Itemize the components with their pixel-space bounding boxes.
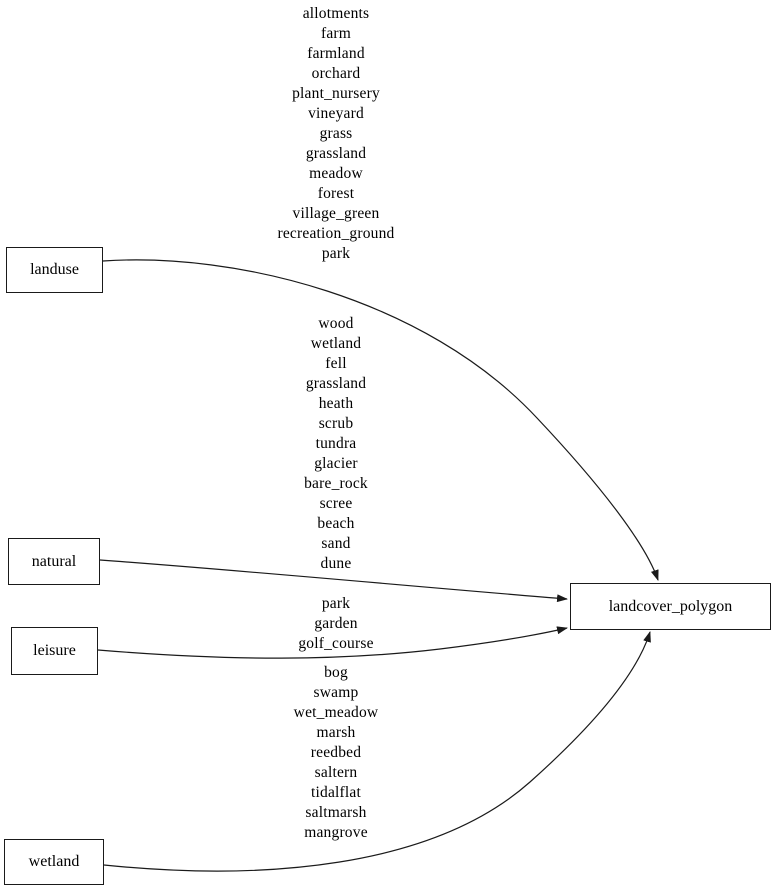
- node-landuse-label: landuse: [30, 261, 79, 278]
- edge-label-line: heath: [318, 395, 354, 412]
- edge-label-line: sand: [321, 535, 351, 552]
- node-landuse: landuse: [6, 247, 103, 293]
- edge-label-line: forest: [317, 185, 355, 202]
- edge-label-line: reedbed: [310, 744, 362, 761]
- edge-label-line: saltern: [314, 764, 358, 781]
- edge-label-line: swamp: [313, 684, 359, 701]
- edge-label-line: mangrove: [304, 824, 368, 841]
- node-leisure-label: leisure: [33, 642, 76, 659]
- edge-label-line: saltmarsh: [305, 804, 367, 821]
- edge-label-line: marsh: [316, 724, 356, 741]
- edge-label-line: grass: [319, 125, 353, 142]
- edge-label-line: allotments: [302, 5, 370, 22]
- edge-label-line: bog: [324, 664, 348, 681]
- edge-label-line: recreation_ground: [277, 225, 395, 242]
- edge-label-line: golf_course: [298, 635, 374, 652]
- edge-label-line: farmland: [307, 45, 365, 62]
- edge-label-line: meadow: [309, 165, 363, 182]
- node-landcover-polygon-label: landcover_polygon: [608, 597, 733, 615]
- edge-label-line: wetland: [310, 335, 362, 352]
- edge-label-line: garden: [314, 615, 358, 632]
- edge-label-line: scree: [319, 495, 353, 512]
- node-landcover-polygon: landcover_polygon: [570, 583, 771, 630]
- edge-label-line: scrub: [318, 415, 354, 432]
- edge-label-line: wood: [318, 315, 354, 332]
- edge-label-line: dune: [320, 555, 352, 572]
- edge-label-line: grassland: [305, 145, 367, 162]
- edge-label-leisure-values: park garden golf_course: [186, 594, 486, 654]
- edge-label-line: tidalflat: [310, 784, 361, 801]
- edge-label-natural-values: wood wetland fell grassland heath scrub tundra…: [186, 314, 486, 574]
- node-natural: natural: [8, 538, 100, 585]
- edge-label-line: bare_rock: [304, 475, 368, 492]
- edge-label-landuse-values: allotments farm farmland orchard plant_nurse…: [186, 4, 486, 264]
- edge-label-line: wet_meadow: [293, 704, 379, 721]
- edge-label-line: village_green: [292, 205, 380, 222]
- node-wetland: wetland: [4, 839, 104, 885]
- edge-label-line: park: [321, 245, 351, 262]
- edge-label-line: orchard: [311, 65, 361, 82]
- node-leisure: leisure: [11, 627, 98, 675]
- edge-label-line: farm: [320, 25, 352, 42]
- edge-label-line: park: [321, 595, 351, 612]
- node-natural-label: natural: [31, 552, 77, 570]
- edge-label-line: beach: [317, 515, 355, 532]
- node-wetland-label: wetland: [28, 853, 80, 870]
- edge-label-line: vineyard: [308, 105, 364, 122]
- edge-label-line: tundra: [315, 435, 357, 452]
- edge-label-line: fell: [325, 355, 347, 372]
- edge-label-line: glacier: [314, 455, 358, 472]
- edge-label-line: grassland: [305, 375, 367, 392]
- edge-label-line: plant_nursery: [292, 85, 380, 102]
